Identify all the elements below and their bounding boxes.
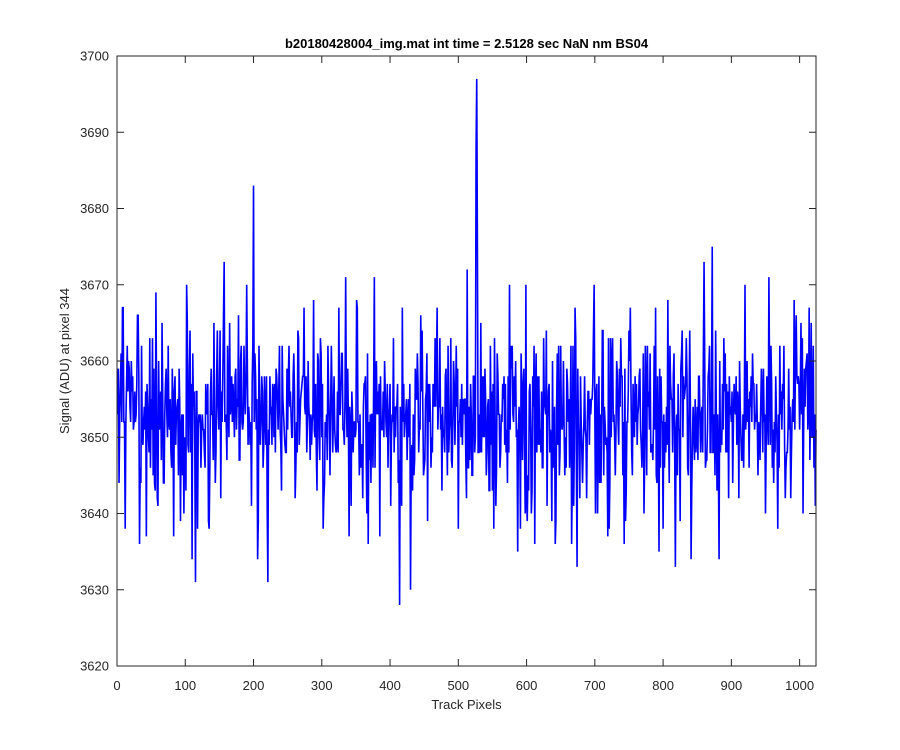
x-tick-label: 400 bbox=[379, 678, 401, 693]
y-tick-label: 3630 bbox=[80, 582, 109, 597]
x-tick-label: 700 bbox=[584, 678, 606, 693]
x-tick-label: 600 bbox=[516, 678, 538, 693]
y-axis-label: Signal (ADU) at pixel 344 bbox=[57, 288, 72, 434]
chart-title: b20180428004_img.mat int time = 2.5128 s… bbox=[285, 36, 649, 51]
x-tick-label: 1000 bbox=[785, 678, 814, 693]
y-tick-label: 3680 bbox=[80, 201, 109, 216]
x-tick-label: 900 bbox=[721, 678, 743, 693]
y-tick-label: 3690 bbox=[80, 125, 109, 140]
x-tick-label: 500 bbox=[447, 678, 469, 693]
x-tick-label: 200 bbox=[243, 678, 265, 693]
series-layer bbox=[116, 78, 817, 606]
y-tick-label: 3640 bbox=[80, 506, 109, 521]
x-tick-label: 300 bbox=[311, 678, 333, 693]
series-line bbox=[116, 78, 817, 606]
y-tick-label: 3670 bbox=[80, 277, 109, 292]
y-tick-label: 3650 bbox=[80, 430, 109, 445]
y-tick-label: 3620 bbox=[80, 659, 109, 674]
x-axis-label: Track Pixels bbox=[431, 697, 502, 712]
y-tick-label: 3700 bbox=[80, 49, 109, 64]
y-tick-label: 3660 bbox=[80, 354, 109, 369]
tick-layer: 0 100 200 300 400 500 600 700 800 900 1000 3620 3630… bbox=[80, 49, 816, 693]
x-tick-label: 0 bbox=[113, 678, 120, 693]
axes-box bbox=[116, 55, 817, 667]
x-tick-label: 800 bbox=[652, 678, 674, 693]
x-tick-label: 100 bbox=[174, 678, 196, 693]
